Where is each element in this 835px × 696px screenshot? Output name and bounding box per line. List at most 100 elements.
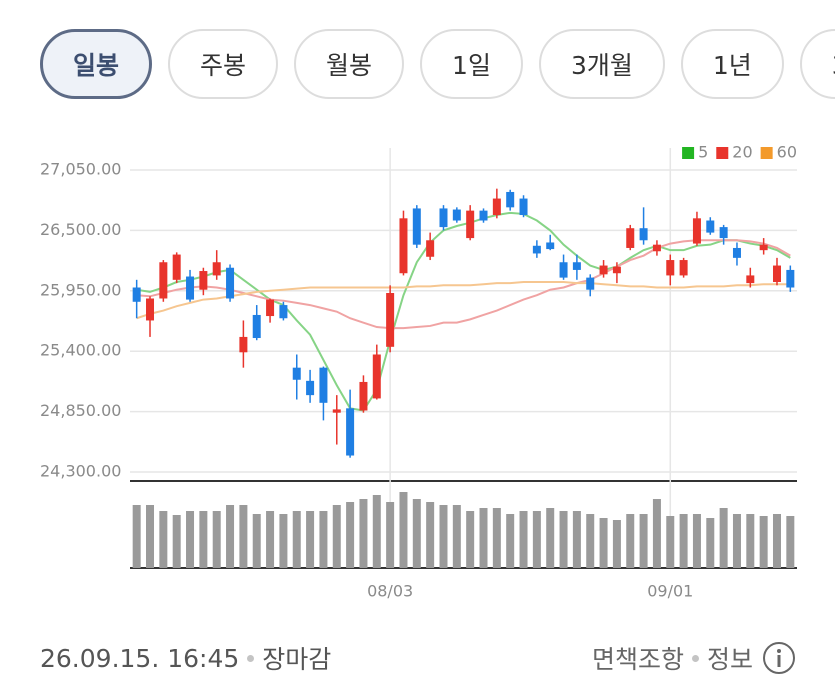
volume-bar	[399, 492, 408, 568]
candle-body	[212, 262, 221, 276]
volume-bar	[466, 511, 475, 568]
separator	[247, 654, 255, 662]
volume-bar	[506, 514, 515, 568]
volume-bar	[532, 511, 541, 568]
candle-body	[266, 299, 275, 317]
x-tick-label: 09/01	[647, 582, 693, 601]
candle-body	[332, 409, 341, 413]
legend-label: 20	[732, 143, 752, 162]
volume-bar	[146, 505, 155, 568]
candle-body	[386, 292, 395, 347]
volume-bar	[292, 511, 301, 568]
legend-label: 5	[698, 143, 708, 162]
info-link[interactable]: 정보	[706, 645, 753, 674]
volume-bar	[439, 505, 448, 568]
market-status: 장마감	[262, 645, 332, 674]
volume-bar	[386, 502, 395, 568]
candle-body	[559, 262, 568, 278]
volume-bar	[732, 514, 741, 568]
legend-swatch	[682, 147, 695, 159]
candle-body	[492, 198, 501, 216]
candle-body	[519, 198, 528, 216]
y-tick-label: 24,300.00	[40, 462, 121, 481]
y-tick-label: 25,400.00	[40, 341, 121, 360]
candle-body	[532, 245, 541, 254]
y-tick-label: 27,050.00	[40, 160, 121, 179]
volume-bar	[572, 511, 581, 568]
volume-bar	[212, 511, 221, 568]
candle-body	[506, 191, 515, 208]
volume-bar	[332, 505, 341, 568]
legend-swatch	[760, 147, 773, 159]
period-tab[interactable]: 월봉	[294, 29, 405, 99]
volume-bar	[786, 516, 795, 568]
y-tick-label: 25,950.00	[40, 280, 121, 299]
disclaimer-link[interactable]: 면책조항	[591, 645, 684, 674]
volume-bar	[186, 511, 195, 568]
candle-body	[679, 260, 688, 276]
y-tick-label: 26,500.00	[40, 220, 121, 239]
candle-body	[746, 275, 755, 284]
volume-bar	[252, 514, 261, 568]
separator	[691, 654, 699, 662]
volume-bar	[759, 516, 768, 568]
volume-bar	[639, 514, 648, 568]
period-tab[interactable]: 일봉	[40, 29, 153, 99]
volume-bar	[692, 514, 701, 568]
volume-bar	[372, 495, 381, 568]
candle-body	[306, 380, 315, 396]
candle-body	[252, 314, 261, 339]
candle-body	[479, 210, 488, 221]
candle-body	[319, 367, 328, 403]
volume-bar	[159, 511, 168, 568]
candle-body	[572, 262, 581, 270]
period-tabs: 일봉주봉월봉1일3개월1년3년	[40, 29, 835, 101]
volume-bar	[359, 499, 368, 568]
volume-bar	[706, 518, 715, 568]
candle-body	[626, 228, 635, 248]
volume-bar	[319, 511, 328, 568]
x-tick-label: 08/03	[367, 582, 413, 601]
candle-body	[292, 367, 301, 380]
candle-body	[586, 277, 595, 290]
candle-body	[719, 227, 728, 239]
period-tab[interactable]: 3개월	[538, 29, 665, 99]
volume-bar	[426, 502, 435, 568]
period-tab[interactable]: 주봉	[168, 29, 279, 99]
volume-bar	[239, 505, 248, 568]
candle-body	[132, 287, 141, 302]
candle-body	[159, 262, 168, 299]
volume-bar	[266, 511, 275, 568]
volume-bar	[172, 515, 181, 568]
volume-bar	[132, 505, 141, 568]
candle-body	[399, 218, 408, 274]
moving-average-line	[136, 211, 791, 412]
candle-body	[639, 228, 648, 241]
candle-body	[412, 208, 421, 245]
volume-bar	[626, 514, 635, 568]
volume-bar	[666, 516, 675, 568]
candle-body	[452, 209, 461, 221]
legend-swatch	[716, 147, 729, 159]
volume-bar	[559, 511, 568, 568]
volume-bar	[746, 514, 755, 568]
candle-body	[546, 242, 555, 250]
volume-bar	[586, 514, 595, 568]
volume-bar	[599, 518, 608, 568]
volume-bar	[546, 508, 555, 568]
info-icon[interactable]	[761, 640, 797, 676]
legend-label: 60	[777, 143, 797, 162]
volume-bar	[279, 514, 288, 568]
y-tick-label: 24,850.00	[40, 401, 121, 420]
period-tab[interactable]: 1일	[420, 29, 523, 99]
candle-body	[372, 354, 381, 399]
candle-body	[346, 408, 355, 456]
candle-body	[466, 210, 475, 239]
volume-bar	[652, 499, 661, 568]
candle-body	[599, 265, 608, 275]
volume-bar	[412, 499, 421, 568]
period-tab[interactable]: 1년	[680, 29, 784, 99]
candle-body	[666, 260, 675, 276]
volume-bar	[679, 514, 688, 568]
candle-body	[772, 265, 781, 283]
